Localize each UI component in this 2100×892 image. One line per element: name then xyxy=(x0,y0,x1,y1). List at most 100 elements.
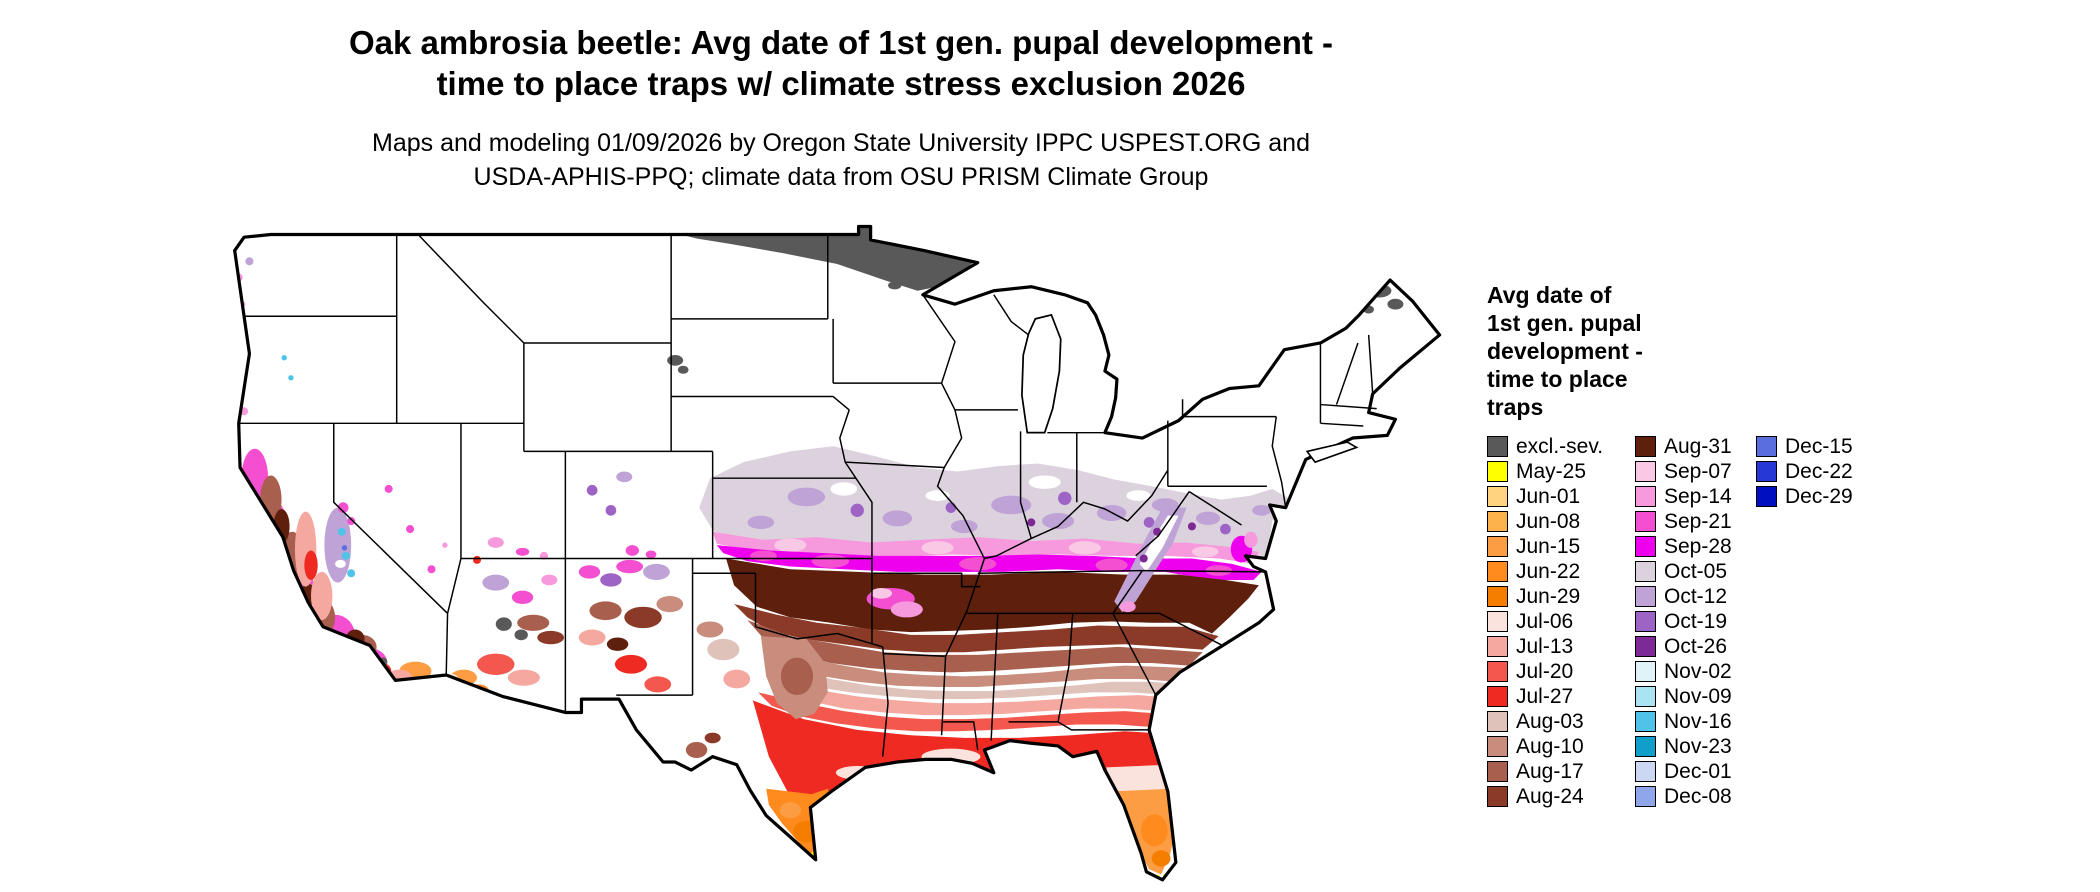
legend-entry: Oct-05 xyxy=(1635,559,1756,584)
legend-title: Avg date of 1st gen. pupal development -… xyxy=(1487,281,1967,421)
legend: Avg date of 1st gen. pupal development -… xyxy=(1487,281,1967,809)
legend-swatch xyxy=(1635,711,1656,732)
legend-entry: Dec-29 xyxy=(1756,484,1853,509)
legend-label: Sep-28 xyxy=(1664,534,1732,558)
legend-label: Aug-17 xyxy=(1516,759,1584,783)
legend-swatch xyxy=(1487,561,1508,582)
legend-label: Oct-19 xyxy=(1664,609,1728,633)
legend-swatch xyxy=(1487,661,1508,682)
legend-swatch xyxy=(1487,511,1508,532)
legend-column: Dec-15 Dec-22 Dec-29 xyxy=(1756,434,1853,509)
legend-swatch xyxy=(1487,761,1508,782)
legend-entry: Aug-10 xyxy=(1487,734,1635,759)
legend-entry: Sep-21 xyxy=(1635,509,1756,534)
legend-label: Jul-13 xyxy=(1516,634,1574,658)
legend-label: excl.-sev. xyxy=(1516,434,1604,458)
state-borders xyxy=(238,234,1377,757)
legend-entry: Sep-14 xyxy=(1635,484,1756,509)
legend-label: Nov-02 xyxy=(1664,659,1732,683)
legend-label: Jul-20 xyxy=(1516,659,1574,683)
legend-entry: Jun-15 xyxy=(1487,534,1635,559)
legend-entry: Nov-02 xyxy=(1635,659,1756,684)
legend-entry: Dec-01 xyxy=(1635,759,1756,784)
legend-swatch xyxy=(1487,536,1508,557)
legend-swatch xyxy=(1487,461,1508,482)
legend-label: Aug-03 xyxy=(1516,709,1584,733)
legend-entry: Aug-31 xyxy=(1635,434,1756,459)
legend-label: Aug-24 xyxy=(1516,784,1584,808)
legend-entry: Oct-19 xyxy=(1635,609,1756,634)
legend-entry: Jul-06 xyxy=(1487,609,1635,634)
legend-label: Dec-29 xyxy=(1785,484,1853,508)
legend-swatch xyxy=(1487,611,1508,632)
legend-entry: Jul-20 xyxy=(1487,659,1635,684)
legend-label: Dec-08 xyxy=(1664,784,1732,808)
legend-entry: Dec-15 xyxy=(1756,434,1853,459)
band-jul20 xyxy=(758,692,1163,732)
legend-label: Dec-22 xyxy=(1785,459,1853,483)
legend-swatch xyxy=(1487,486,1508,507)
band-aug17 xyxy=(747,620,1203,673)
legend-label: Nov-23 xyxy=(1664,734,1732,758)
legend-swatch xyxy=(1635,611,1656,632)
band-sep14 xyxy=(712,531,1259,564)
legend-swatch xyxy=(1487,786,1508,807)
ozark-patch xyxy=(866,587,923,618)
band-aug24 xyxy=(734,604,1219,653)
page-title-line2: time to place traps w/ climate stress ex… xyxy=(436,65,1246,102)
legend-entry: Aug-24 xyxy=(1487,784,1635,809)
legend-swatch xyxy=(1635,486,1656,507)
legend-columns: excl.-sev. May-25 Jun-01 Jun-08 Jun-15 Jun-22… xyxy=(1487,434,1967,809)
legend-entry: Jun-22 xyxy=(1487,559,1635,584)
lake-michigan xyxy=(1021,313,1062,434)
band-aug10 xyxy=(766,644,1190,688)
legend-entry: Nov-09 xyxy=(1635,684,1756,709)
legend-label: Nov-16 xyxy=(1664,709,1732,733)
legend-label: Oct-12 xyxy=(1664,584,1728,608)
legend-swatch xyxy=(1635,461,1656,482)
page-subtitle: Maps and modeling 01/09/2026 by Oregon S… xyxy=(0,126,1682,194)
legend-entry: excl.-sev. xyxy=(1487,434,1635,459)
legend-label: Jul-27 xyxy=(1516,684,1574,708)
legend-entry: Aug-17 xyxy=(1487,759,1635,784)
legend-label: Sep-07 xyxy=(1664,459,1732,483)
band-jul27 xyxy=(752,700,1176,851)
legend-entry: Sep-28 xyxy=(1635,534,1756,559)
us-outline xyxy=(233,224,1442,882)
legend-swatch xyxy=(1635,686,1656,707)
legend-entry: Jun-29 xyxy=(1487,584,1635,609)
legend-label: Sep-14 xyxy=(1664,484,1732,508)
legend-swatch xyxy=(1487,736,1508,757)
legend-entry: Oct-26 xyxy=(1635,634,1756,659)
legend-entry: Aug-03 xyxy=(1487,709,1635,734)
legend-label: Jun-22 xyxy=(1516,559,1581,583)
long-island xyxy=(1305,441,1359,464)
legend-swatch xyxy=(1635,561,1656,582)
legend-swatch xyxy=(1635,511,1656,532)
legend-swatch xyxy=(1756,436,1777,457)
legend-label: Jun-29 xyxy=(1516,584,1581,608)
legend-label: Sep-21 xyxy=(1664,509,1732,533)
legend-title-line: time to place xyxy=(1487,366,1628,392)
legend-swatch xyxy=(1635,736,1656,757)
legend-entry: Dec-22 xyxy=(1756,459,1853,484)
legend-label: Dec-15 xyxy=(1785,434,1853,458)
legend-label: Oct-05 xyxy=(1664,559,1728,583)
legend-entry: Jul-27 xyxy=(1487,684,1635,709)
legend-column: excl.-sev. May-25 Jun-01 Jun-08 Jun-15 Jun-22… xyxy=(1487,434,1635,809)
page-subtitle-line1: Maps and modeling 01/09/2026 by Oregon S… xyxy=(372,129,1310,157)
legend-swatch xyxy=(1635,536,1656,557)
us-map xyxy=(233,224,1442,882)
new-mexico-mottle xyxy=(578,559,684,693)
legend-label: Jun-01 xyxy=(1516,484,1581,508)
legend-entry: Nov-16 xyxy=(1635,709,1756,734)
legend-entry: Oct-12 xyxy=(1635,584,1756,609)
legend-title-line: traps xyxy=(1487,394,1544,420)
legend-entry: Nov-23 xyxy=(1635,734,1756,759)
page-subtitle-line2: USDA-APHIS-PPQ; climate data from OSU PR… xyxy=(473,163,1209,191)
legend-swatch xyxy=(1487,636,1508,657)
legend-title-line: 1st gen. pupal xyxy=(1487,310,1642,336)
legend-swatch xyxy=(1635,586,1656,607)
legend-column: Aug-31 Sep-07 Sep-14 Sep-21 Sep-28 Oct-05 Oct-… xyxy=(1635,434,1756,809)
legend-label: May-25 xyxy=(1516,459,1587,483)
